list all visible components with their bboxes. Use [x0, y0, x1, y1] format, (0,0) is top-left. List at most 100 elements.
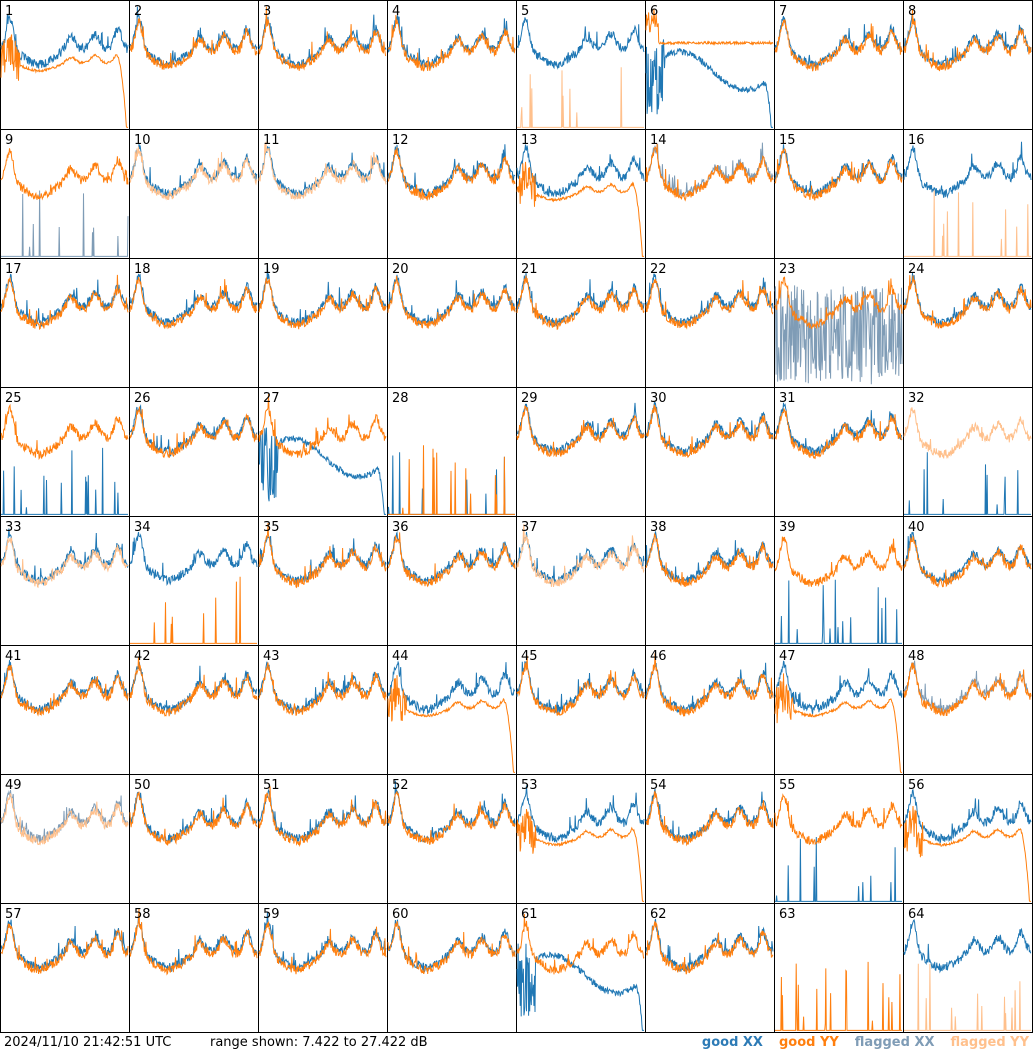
series-xx: [645, 531, 774, 586]
panel-frame: [903, 258, 1033, 388]
panel-number: 24: [908, 262, 925, 277]
panel-frame: [0, 0, 130, 130]
series-yy: [387, 14, 516, 72]
series-yy: [774, 276, 903, 330]
panel-56: 56: [903, 774, 1033, 904]
panel-5: 5: [516, 0, 646, 130]
series-yy: [129, 791, 258, 846]
panel-64: 64: [903, 903, 1033, 1033]
panel-2: 2: [129, 0, 259, 130]
panel-frame: [645, 516, 775, 646]
panel-36: 36: [387, 516, 517, 646]
panel-number: 2: [134, 4, 142, 19]
panel-frame: [0, 129, 130, 259]
series-yy: [516, 161, 644, 257]
panel-11: 11: [258, 129, 388, 259]
panel-60: 60: [387, 903, 517, 1033]
series-yy: [258, 6, 387, 71]
panel-number: 26: [134, 391, 151, 406]
panel-frame: [129, 516, 259, 646]
series-yy: [903, 805, 1031, 902]
panel-32: 32: [903, 387, 1033, 517]
panel-number: 54: [650, 778, 667, 793]
panel-number: 13: [521, 133, 538, 148]
panel-number: 43: [263, 649, 280, 664]
series-xx: [516, 144, 645, 198]
series-xx: [645, 39, 773, 128]
panel-frame: [903, 387, 1033, 517]
panel-number: 50: [134, 778, 151, 793]
panel-number: 30: [650, 391, 667, 406]
series-yy: [516, 275, 645, 331]
panel-frame: [258, 129, 388, 259]
series-yy: [0, 34, 128, 128]
panel-frame: [516, 903, 646, 1033]
panel-number: 61: [521, 907, 538, 922]
panel-frame: [258, 645, 388, 775]
panel-frame: [516, 645, 646, 775]
series-yy: [387, 275, 516, 329]
footer: 2024/11/10 21:42:51 UTC range shown: 7.4…: [0, 1033, 1033, 1053]
panel-frame: [258, 258, 388, 388]
series-yy: [645, 533, 774, 587]
series-xx: [904, 452, 1031, 515]
panel-number: 33: [5, 520, 22, 535]
series-xx: [258, 265, 387, 327]
panel-number: 57: [5, 907, 22, 922]
panel-frame: [258, 903, 388, 1033]
panel-number: 8: [908, 4, 916, 19]
panel-number: 36: [392, 520, 409, 535]
panel-frame: [129, 645, 259, 775]
panel-63: 63: [774, 903, 904, 1033]
panel-number: 4: [392, 4, 400, 19]
panel-number: 16: [908, 133, 925, 148]
series-yy: [516, 655, 645, 716]
panel-frame: [903, 129, 1033, 259]
series-yy: [129, 406, 258, 459]
series-yy: [774, 673, 902, 773]
series-xx: [645, 662, 774, 714]
panel-number: 29: [521, 391, 538, 406]
panel-34: 34: [129, 516, 259, 646]
series-xx: [258, 427, 386, 515]
series-yy: [774, 148, 903, 201]
series-yy: [258, 921, 387, 975]
panel-number: 47: [779, 649, 796, 664]
panel-12: 12: [387, 129, 517, 259]
panel-number: 6: [650, 4, 658, 19]
panel-number: 27: [263, 391, 280, 406]
panel-frame: [645, 903, 775, 1033]
panel-54: 54: [645, 774, 775, 904]
panel-frame: [516, 0, 646, 130]
panel-13: 13: [516, 129, 646, 259]
panel-40: 40: [903, 516, 1033, 646]
series-yy: [0, 148, 129, 201]
series-xx: [903, 141, 1032, 199]
series-yy: [129, 18, 258, 70]
series-yy: [903, 9, 1032, 72]
series-yy: [645, 143, 774, 202]
series-xx: [645, 918, 774, 973]
series-yy: [903, 407, 1032, 459]
panel-frame: [258, 774, 388, 904]
series-xx: [516, 17, 645, 70]
panel-number: 28: [392, 391, 409, 406]
series-yy: [387, 921, 516, 975]
panel-number: 48: [908, 649, 925, 664]
panel-number: 41: [5, 649, 22, 664]
panel-number: 49: [5, 778, 22, 793]
series-yy: [645, 921, 774, 975]
panel-number: 18: [134, 262, 151, 277]
panel-frame: [903, 645, 1033, 775]
series-yy: [645, 279, 774, 330]
panel-58: 58: [129, 903, 259, 1033]
panel-16: 16: [903, 129, 1033, 259]
panel-frame: [129, 0, 259, 130]
panel-49: 49: [0, 774, 130, 904]
series-xx: [774, 660, 903, 714]
series-xx: [0, 528, 129, 586]
panel-frame: [645, 387, 775, 517]
series-xx: [387, 530, 516, 586]
panel-44: 44: [387, 645, 517, 775]
series-yy: [0, 403, 129, 461]
